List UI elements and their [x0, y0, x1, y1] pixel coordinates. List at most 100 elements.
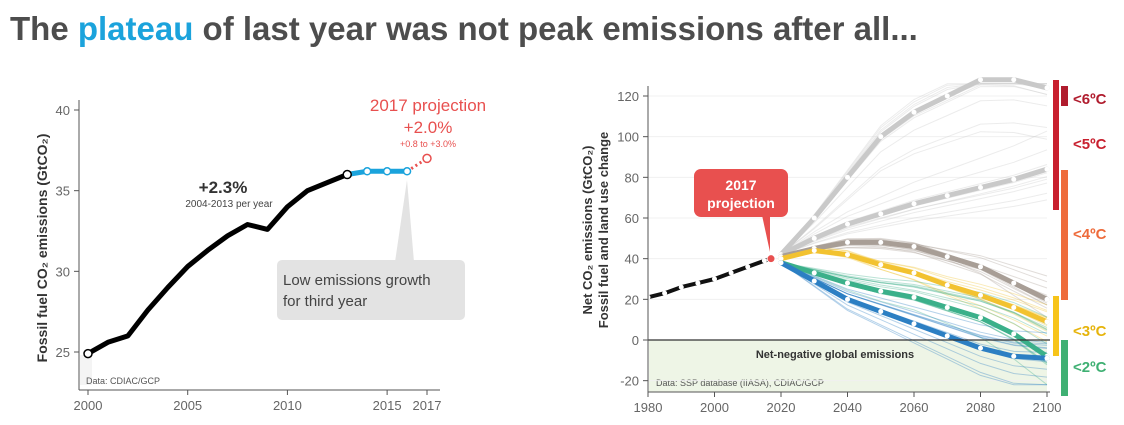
scenario-variant-line	[780, 262, 1048, 335]
projection-value: +2.0%	[404, 118, 453, 137]
scenario-marker	[845, 280, 850, 286]
projection-badge-line-2: projection	[707, 195, 775, 211]
scenario-marker	[978, 185, 983, 190]
right-y-tick-label: 20	[625, 292, 639, 307]
scenario-variant-line	[780, 262, 1048, 330]
plateau-start-point	[342, 169, 352, 180]
headline-highlight: plateau	[77, 10, 194, 47]
left-x-tick-label: 2017	[413, 398, 442, 413]
right-y-axis-title-2: Fossil fuel and land use change	[596, 132, 611, 329]
band-3c	[1053, 296, 1059, 356]
left-x-tick-label: 2005	[173, 398, 202, 413]
scenario-variant-line	[780, 262, 1048, 318]
scenario-marker	[811, 235, 817, 241]
scenario-variant-line	[780, 262, 1047, 386]
scenario-variant-line	[780, 262, 1048, 346]
scenario-variant-line	[780, 262, 1048, 349]
scenario-marker	[1011, 304, 1017, 310]
projection-point	[422, 153, 432, 164]
band-5c-label: <5ºC	[1073, 136, 1107, 153]
historical-marker	[678, 284, 684, 290]
scenario-variant-line	[780, 246, 1048, 332]
left-y-tick-label: 40	[56, 103, 70, 118]
scenario-marker	[811, 278, 817, 284]
right-y-tick-label: 0	[632, 333, 639, 348]
scenario-marker	[944, 193, 950, 199]
net-negative-label: Net-negative global emissions	[756, 349, 914, 361]
historical-marker	[712, 276, 717, 282]
scenario-variant-line	[780, 262, 1048, 343]
band-4c-label: <4ºC	[1073, 226, 1107, 243]
right-x-tick-label: 2080	[966, 400, 995, 415]
scenario-variant-line	[780, 131, 1048, 255]
scenario-marker	[878, 309, 884, 315]
scenario-marker	[1011, 77, 1017, 83]
scenario-marker	[911, 270, 917, 276]
scenario-marker	[978, 315, 983, 321]
projection-segment	[406, 157, 428, 173]
scenario-marker	[778, 260, 784, 266]
scenario-marker	[944, 304, 950, 310]
scenario-marker	[1011, 331, 1017, 337]
scenario-marker	[911, 201, 917, 207]
scenario-variant-line	[780, 262, 1048, 378]
historical-marker	[745, 264, 751, 270]
scenario-marker	[978, 292, 983, 298]
scenario-marker	[1044, 355, 1050, 361]
right-source-label: Data: SSP database (IIASA), CDIAC/GCP	[656, 378, 824, 388]
scenario-marker	[811, 270, 817, 276]
headline-end: of last year was not peak emissions afte…	[193, 10, 918, 47]
scenario-marker	[944, 333, 950, 339]
right-y-tick-label: 60	[625, 211, 639, 226]
scenario-marker	[845, 221, 850, 227]
band-2c-label: <2ºC	[1073, 359, 1107, 376]
left-source-box	[80, 355, 92, 385]
left-chart: Data: CDIAC/GCP Fossil fuel CO₂ emission…	[34, 96, 486, 413]
scenario-marker	[944, 282, 950, 288]
scenario-variant-line	[780, 262, 1048, 331]
scenario-marker	[911, 243, 917, 249]
band-3c-label: <3ºC	[1073, 323, 1107, 340]
left-x-tick-label: 2015	[373, 398, 402, 413]
scenario-marker	[878, 262, 884, 268]
projection-pointer	[760, 206, 770, 252]
scenario-marker	[845, 239, 850, 245]
scenario-variant-line	[780, 262, 1048, 349]
projection-badge	[694, 169, 788, 217]
scenario-marker	[978, 345, 983, 351]
scenario-marker	[1044, 166, 1050, 172]
scenario-variant-line	[780, 176, 1048, 256]
scenario-variant-line	[780, 192, 1048, 256]
scenario-marker	[1044, 85, 1050, 91]
scenario-marker	[978, 264, 983, 270]
scenario-marker	[845, 296, 850, 302]
band-2c	[1061, 340, 1068, 396]
callout-line-2: for third year	[283, 293, 367, 310]
scenario-marker	[878, 239, 884, 245]
scenario-variant-line	[780, 83, 1048, 255]
growth-period-label: 2004-2013 per year	[185, 199, 273, 210]
right-x-tick-label: 2040	[833, 400, 862, 415]
scenario-marker	[778, 256, 784, 262]
scenario-marker	[911, 321, 917, 327]
scenario-marker	[1011, 280, 1017, 286]
right-y-tick-label: -20	[620, 374, 639, 389]
right-x-tick-label: 2020	[767, 400, 796, 415]
projection-range: +0.8 to +3.0%	[400, 139, 456, 149]
right-y-tick-label: 80	[625, 170, 639, 185]
projection-badge-line-1: 2017	[725, 177, 756, 193]
left-y-axis-title: Fossil fuel CO₂ emissions (GtCO₂)	[34, 134, 50, 363]
projection-2017-point	[766, 254, 776, 264]
growth-rate-label: +2.3%	[199, 178, 248, 197]
scenario-marker	[1044, 296, 1050, 302]
right-x-tick-label: 2100	[1033, 400, 1062, 415]
scenario-variant-line	[780, 99, 1048, 255]
right-chart: Net-negative global emissions Data: SSP …	[580, 77, 1107, 415]
callout-line-1: Low emissions growth	[283, 272, 431, 289]
historical-marker	[662, 290, 668, 296]
historical-net-emissions-line	[646, 256, 773, 300]
scenario-marker	[811, 215, 817, 221]
right-y-axis-title-1: Net CO₂ emissions (GtCO₂)	[580, 145, 595, 314]
plateau-segment	[344, 168, 410, 177]
